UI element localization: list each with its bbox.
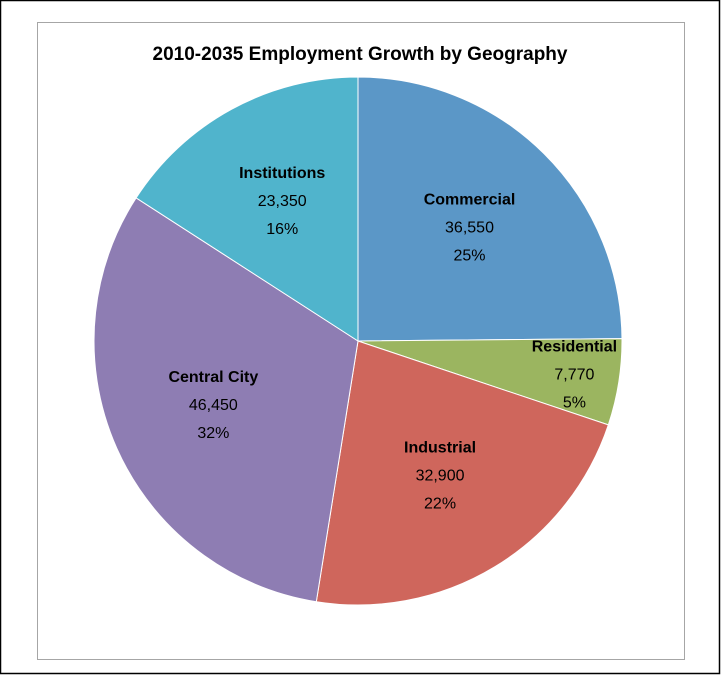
slice-value: 23,350 (258, 193, 307, 210)
labels: Commercial 36,550 25% Residential 7,770 5% Ind… (168, 165, 617, 513)
slice-value: 32,900 (416, 468, 465, 485)
pie-slice (135, 76, 359, 342)
slice-percent: 16% (266, 221, 298, 238)
chart-title: 2010-2035 Employment Growth by Geography (153, 44, 568, 65)
pie-slice (357, 76, 623, 342)
slice-name: Industrial (404, 440, 476, 457)
slice-name: Institutions (239, 165, 325, 182)
slice-value: 7,770 (554, 367, 594, 384)
slice-value: 36,550 (445, 220, 494, 237)
pie-slice (315, 340, 609, 606)
slice-percent: 22% (424, 496, 456, 513)
slice-value: 46,450 (189, 397, 238, 414)
slice-name: Residential (532, 339, 617, 356)
slice-percent: 5% (563, 395, 586, 412)
slice-name: Central City (168, 369, 258, 386)
slice-percent: 32% (197, 425, 229, 442)
slice-percent: 25% (453, 248, 485, 265)
pie (93, 76, 623, 606)
slice-name: Commercial (424, 192, 516, 209)
